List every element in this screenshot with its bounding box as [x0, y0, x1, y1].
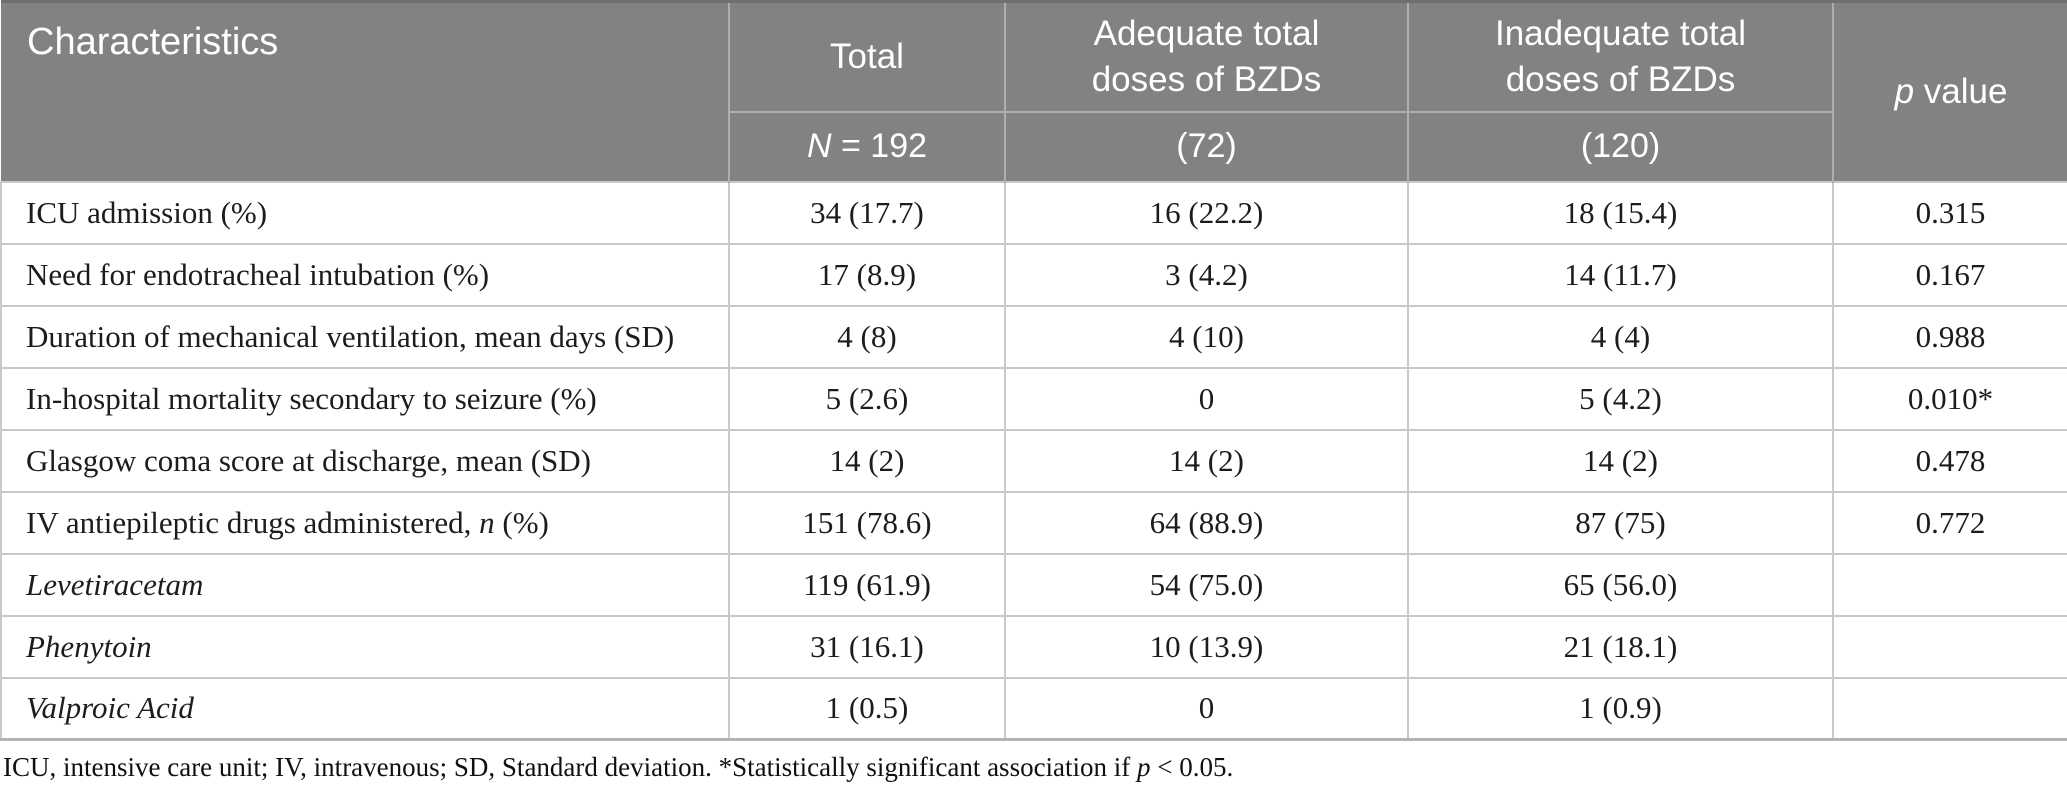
cell-inadequate: 65 (56.0): [1407, 552, 1834, 617]
table-row: Duration of mechanical ventilation, mean…: [0, 304, 2067, 369]
cell-inadequate: 21 (18.1): [1407, 614, 1834, 679]
cell-p-value: 0.315: [1832, 180, 2067, 245]
header-total: Total: [729, 0, 1006, 113]
subheader-inadequate-n-label: (120): [1580, 127, 1661, 165]
cell-inadequate: 14 (11.7): [1407, 242, 1834, 307]
table-row: Valproic Acid 1 (0.5) 0 1 (0.9): [0, 676, 2067, 741]
cell-inadequate: 4 (4): [1407, 304, 1834, 369]
header-adequate-line2: doses of BZDs: [1091, 59, 1322, 99]
header-p-value: p value: [1833, 0, 2067, 182]
subheader-n-italic: N: [806, 127, 832, 165]
cell-adequate: 14 (2): [1004, 428, 1409, 493]
header-characteristics-label: Characteristics: [27, 21, 279, 63]
cell-total: 1 (0.5): [728, 676, 1006, 741]
row-label: IV antiepileptic drugs administered, n (…: [0, 490, 730, 555]
cell-p-value: [1832, 614, 2067, 679]
table-row: Need for endotracheal intubation (%) 17 …: [0, 242, 2067, 307]
cell-total: 5 (2.6): [728, 366, 1006, 431]
subheader-inadequate-n: (120): [1408, 111, 1834, 182]
row-label-italic: Phenytoin: [26, 628, 152, 664]
cell-adequate: 4 (10): [1004, 304, 1409, 369]
row-label: In-hospital mortality secondary to seizu…: [0, 366, 730, 431]
row-label-text: ICU admission (%): [26, 194, 268, 230]
row-label-post: (%): [494, 504, 549, 540]
cell-inadequate: 5 (4.2): [1407, 366, 1834, 431]
cell-inadequate: 87 (75): [1407, 490, 1834, 555]
subheader-total-n: N = 192: [729, 111, 1006, 182]
row-label: ICU admission (%): [0, 180, 730, 245]
cell-p-value: [1832, 676, 2067, 741]
table-row: IV antiepileptic drugs administered, n (…: [0, 490, 2067, 555]
cell-adequate: 64 (88.9): [1004, 490, 1409, 555]
row-label: Valproic Acid: [0, 676, 730, 741]
footnote-text-end: < 0.05.: [1150, 752, 1234, 782]
cell-p-value: [1832, 552, 2067, 617]
header-row-1: Characteristics Total Adequate total dos…: [1, 0, 2067, 182]
header-inadequate: Inadequate total doses of BZDs: [1408, 0, 1834, 113]
header-adequate-line1: Adequate total: [1093, 14, 1320, 54]
header-total-label: Total: [830, 37, 904, 76]
cell-inadequate: 14 (2): [1407, 428, 1834, 493]
row-label-text: Duration of mechanical ventilation, mean…: [26, 318, 675, 354]
header-inadequate-line1: Inadequate total: [1494, 14, 1747, 54]
header-p-value-rest: value: [1914, 71, 2008, 111]
row-label-text: Need for endotracheal intubation (%): [26, 256, 490, 292]
table-row: In-hospital mortality secondary to seizu…: [0, 366, 2067, 431]
table-row: Levetiracetam 119 (61.9) 54 (75.0) 65 (5…: [0, 552, 2067, 617]
table-row: Phenytoin 31 (16.1) 10 (13.9) 21 (18.1): [0, 614, 2067, 679]
cell-total: 17 (8.9): [728, 242, 1006, 307]
row-label-italic: n: [479, 504, 495, 540]
cell-total: 34 (17.7): [728, 180, 1006, 245]
subheader-adequate-n: (72): [1005, 111, 1409, 182]
header-p-value-italic: p: [1894, 71, 1915, 111]
cell-adequate: 3 (4.2): [1004, 242, 1409, 307]
table-row: Glasgow coma score at discharge, mean (S…: [0, 428, 2067, 493]
cell-adequate: 0: [1004, 676, 1409, 741]
cell-adequate: 54 (75.0): [1004, 552, 1409, 617]
cell-p-value: 0.772: [1832, 490, 2067, 555]
cell-inadequate: 1 (0.9): [1407, 676, 1834, 741]
row-label-italic: Valproic Acid: [26, 690, 194, 726]
table-header: Characteristics Total Adequate total dos…: [1, 0, 2067, 182]
row-label: Glasgow coma score at discharge, mean (S…: [0, 428, 730, 493]
cell-adequate: 10 (13.9): [1004, 614, 1409, 679]
cell-adequate: 16 (22.2): [1004, 180, 1409, 245]
row-label-text: Glasgow coma score at discharge, mean (S…: [26, 442, 591, 478]
cell-total: 4 (8): [728, 304, 1006, 369]
row-label-text: In-hospital mortality secondary to seizu…: [26, 380, 597, 416]
table-footnote: ICU, intensive care unit; IV, intravenou…: [3, 752, 2067, 783]
header-inadequate-line2: doses of BZDs: [1505, 59, 1736, 99]
footnote-text: ICU, intensive care unit; IV, intravenou…: [3, 752, 1138, 782]
row-label: Need for endotracheal intubation (%): [0, 242, 730, 307]
table-body: ICU admission (%) 34 (17.7) 16 (22.2) 18…: [0, 180, 2067, 741]
cell-p-value: 0.010*: [1832, 366, 2067, 431]
table-row: ICU admission (%) 34 (17.7) 16 (22.2) 18…: [0, 180, 2067, 245]
outcomes-table: Characteristics Total Adequate total dos…: [0, 0, 2067, 741]
cell-p-value: 0.478: [1832, 428, 2067, 493]
cell-total: 31 (16.1): [728, 614, 1006, 679]
cell-total: 119 (61.9): [728, 552, 1006, 617]
cell-total: 151 (78.6): [728, 490, 1006, 555]
header-adequate: Adequate total doses of BZDs: [1005, 0, 1409, 113]
cell-total: 14 (2): [728, 428, 1006, 493]
row-label-text: IV antiepileptic drugs administered,: [26, 504, 480, 540]
row-label: Phenytoin: [0, 614, 730, 679]
row-label-italic: Levetiracetam: [26, 566, 204, 602]
cell-inadequate: 18 (15.4): [1407, 180, 1834, 245]
header-characteristics: Characteristics: [1, 0, 730, 182]
cell-p-value: 0.988: [1832, 304, 2067, 369]
cell-adequate: 0: [1004, 366, 1409, 431]
header-row-2: N = 192 (72) (120): [1, 111, 2067, 182]
row-label: Duration of mechanical ventilation, mean…: [0, 304, 730, 369]
cell-p-value: 0.167: [1832, 242, 2067, 307]
subheader-adequate-n-label: (72): [1176, 127, 1237, 165]
footnote-p-italic: p: [1137, 752, 1151, 782]
subheader-n-rest: = 192: [831, 127, 928, 165]
row-label: Levetiracetam: [0, 552, 730, 617]
